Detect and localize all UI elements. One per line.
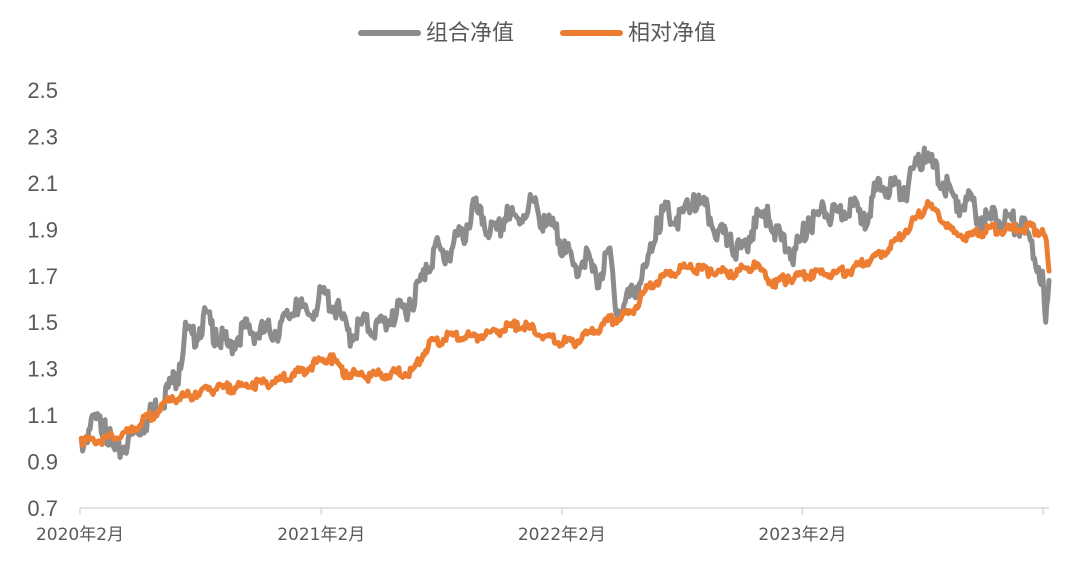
series-layer <box>78 145 1052 460</box>
y-tick-label: 1.9 <box>27 217 58 242</box>
y-tick-label: 1.1 <box>27 403 58 428</box>
series-line-portfolio-nav <box>78 145 1052 460</box>
y-tick-label: 2.5 <box>27 78 58 103</box>
x-axis: 2020年2月 2021年2月 2022年2月 2023年2月 <box>36 507 1049 545</box>
x-tick-label: 2021年2月 <box>277 525 365 545</box>
y-axis: 0.7 0.9 1.1 1.3 1.5 1.7 1.9 2.1 2.3 2.5 <box>27 78 58 521</box>
y-tick-label: 1.3 <box>27 357 58 382</box>
y-tick-label: 2.1 <box>27 171 58 196</box>
y-tick-label: 0.9 <box>27 450 58 475</box>
x-tick-label: 2022年2月 <box>518 525 606 545</box>
y-tick-label: 0.7 <box>27 496 58 521</box>
x-tick-label: 2020年2月 <box>36 525 124 545</box>
y-tick-label: 1.5 <box>27 310 58 335</box>
legend-label-relative-nav: 相对净值 <box>628 21 716 46</box>
series-line-relative-nav <box>78 199 1052 448</box>
x-tick-label: 2023年2月 <box>758 525 846 545</box>
legend: 组合净值 相对净值 <box>358 21 716 46</box>
legend-label-portfolio-nav: 组合净值 <box>426 21 514 46</box>
y-tick-label: 1.7 <box>27 264 58 289</box>
y-tick-label: 2.3 <box>27 124 58 149</box>
